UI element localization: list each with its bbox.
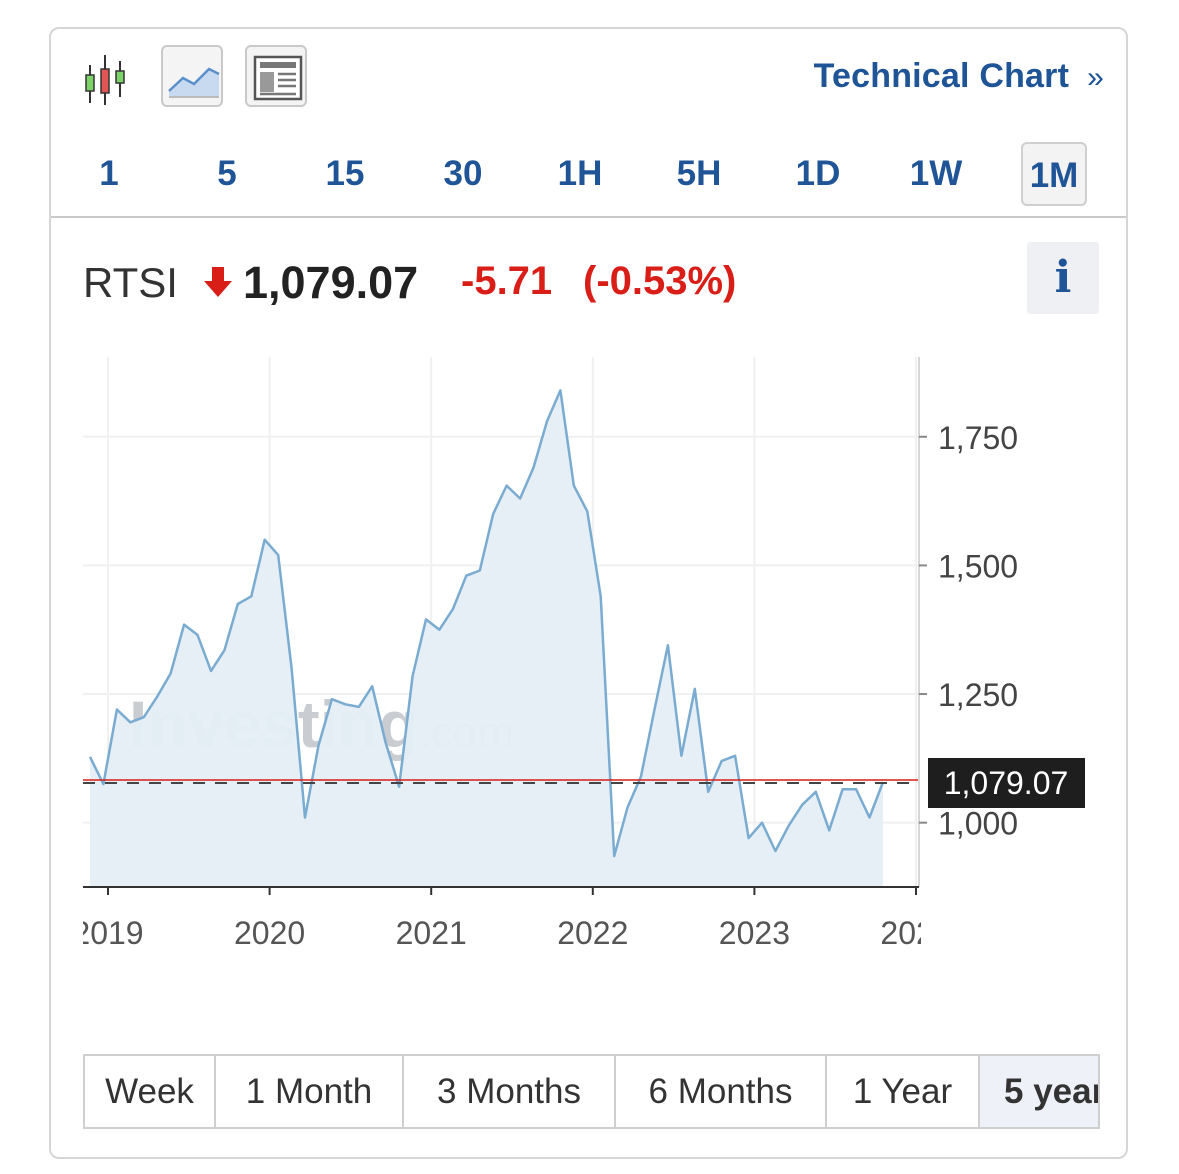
- candlestick-icon[interactable]: [81, 45, 143, 107]
- interval-5[interactable]: 5: [217, 154, 237, 193]
- chart-toolbar: Technical Chart »: [51, 29, 1126, 119]
- interval-30[interactable]: 30: [443, 154, 483, 193]
- y-tick-label: 1,250: [938, 677, 1018, 713]
- technical-chart-link[interactable]: Technical Chart »: [814, 57, 1104, 96]
- interval-1[interactable]: 1: [99, 154, 119, 193]
- x-tick-label: 2023: [719, 915, 790, 951]
- interval-15[interactable]: 15: [325, 154, 365, 193]
- interval-1d[interactable]: 1D: [795, 154, 841, 193]
- x-tick-label: 2020: [234, 915, 305, 951]
- price-chart[interactable]: Investing.com1,0001,2501,5001,7502019202…: [51, 29, 1130, 1039]
- table-icon[interactable]: [245, 45, 307, 107]
- x-tick-label: 2019: [72, 915, 143, 951]
- interval-1h[interactable]: 1H: [557, 154, 603, 193]
- range-6-months[interactable]: 6 Months: [616, 1056, 827, 1127]
- interval-5h[interactable]: 5H: [676, 154, 722, 193]
- range-3-months[interactable]: 3 Months: [404, 1056, 616, 1127]
- current-value-badge: [928, 757, 1085, 808]
- price-change: -5.71: [461, 259, 553, 303]
- range-1-month[interactable]: 1 Month: [216, 1056, 404, 1127]
- range-week[interactable]: Week: [85, 1056, 216, 1127]
- y-tick-label: 1,000: [938, 806, 1018, 842]
- down-arrow-icon: [204, 267, 232, 297]
- series-area: [90, 390, 883, 887]
- x-tick-label: 2022: [557, 915, 628, 951]
- toolbar-divider: [51, 216, 1126, 218]
- x-tick-label: 2021: [396, 915, 467, 951]
- area-chart-icon[interactable]: [161, 45, 223, 107]
- interval-1w[interactable]: 1W: [909, 154, 963, 193]
- info-button[interactable]: i: [1027, 242, 1099, 314]
- symbol: RTSI: [83, 259, 178, 306]
- interval-1m[interactable]: 1M: [1021, 142, 1087, 206]
- x-tick-label: 2024: [880, 915, 951, 951]
- chart-widget: Technical Chart » 1 5 15 30 1H 5H 1D 1W 1…: [49, 27, 1128, 1159]
- technical-chart-label: Technical Chart: [813, 57, 1070, 95]
- price-change-percent: (-0.53%): [583, 259, 737, 303]
- range-5-years[interactable]: 5 years: [980, 1056, 1098, 1127]
- range-selector: Week 1 Month 3 Months 6 Months 1 Year 5 …: [83, 1054, 1100, 1129]
- series-line: [88, 389, 885, 858]
- y-tick-label: 1,750: [938, 420, 1018, 456]
- y-tick-label: 1,500: [938, 548, 1018, 584]
- range-1-year[interactable]: 1 Year: [827, 1056, 980, 1127]
- current-value-label: 1,079.07: [944, 765, 1069, 801]
- double-chevron-right-icon: »: [1087, 61, 1104, 94]
- interval-selector: 1 5 15 30 1H 5H 1D 1W 1M: [51, 134, 1126, 214]
- last-price: 1,079.07: [243, 257, 419, 308]
